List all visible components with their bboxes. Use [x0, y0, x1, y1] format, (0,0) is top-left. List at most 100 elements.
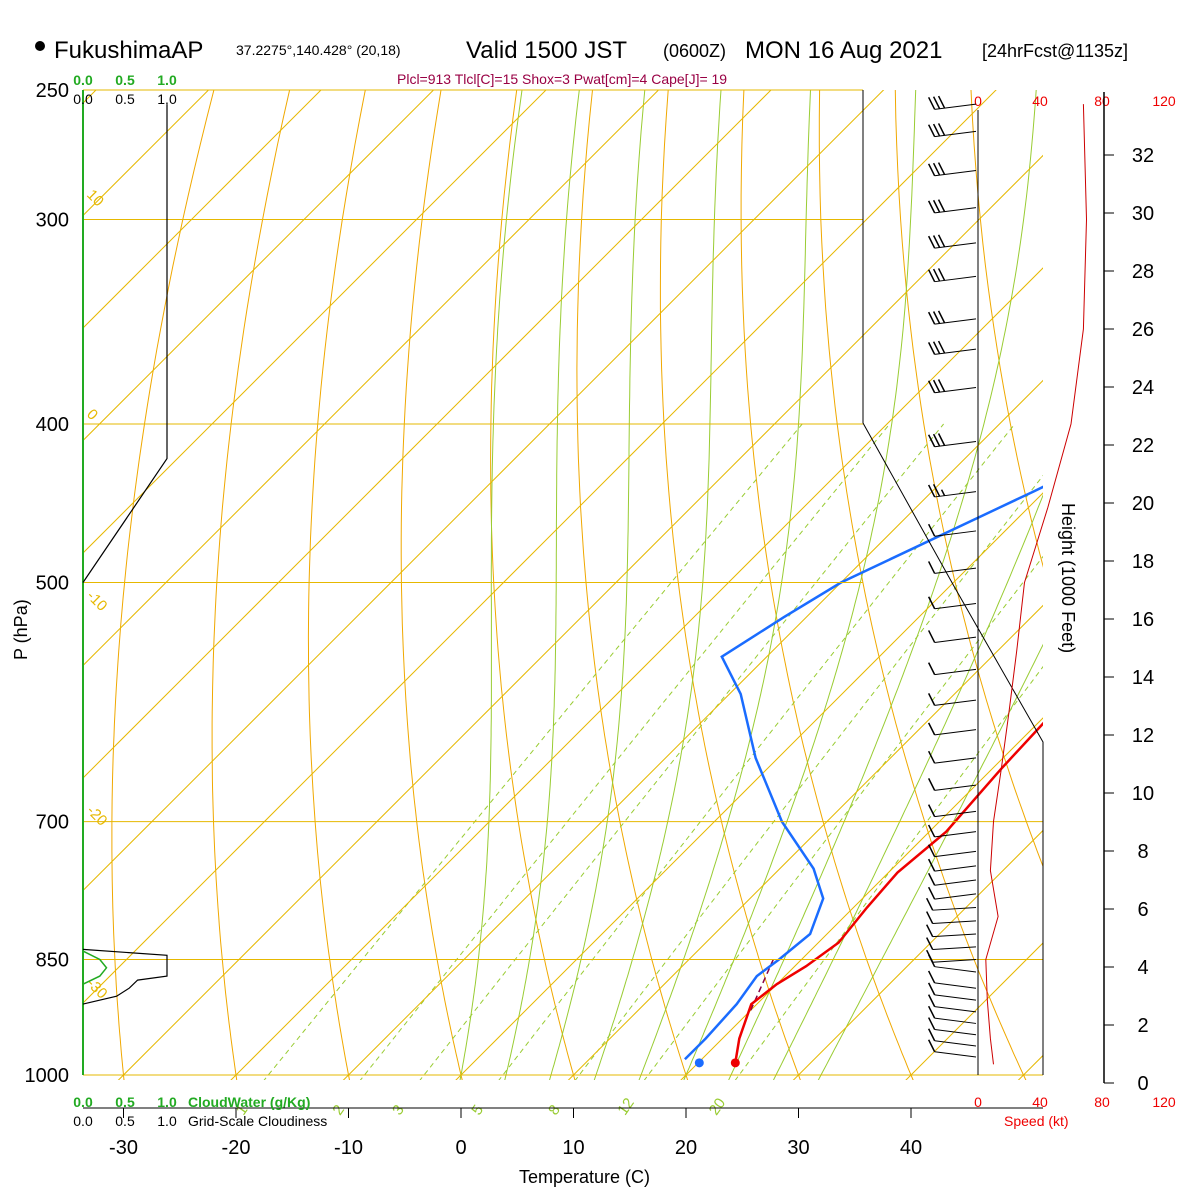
mixing-ratio-line	[359, 423, 890, 1080]
wind-barb-feather	[927, 994, 936, 1007]
surface-dewpoint-marker	[694, 1058, 704, 1068]
wind-barb-staff	[932, 959, 977, 963]
wind-barb-feather	[932, 311, 941, 324]
mixing-ratio-label: 3	[389, 1102, 408, 1119]
dry-adiabat	[1117, 31, 1200, 1110]
isotherm	[117, 154, 1043, 1080]
x-tick-label: 30	[787, 1137, 809, 1159]
wind-barb-feather	[927, 380, 936, 394]
wind-barb-feather	[937, 433, 946, 446]
wind-barb-feather	[927, 1017, 936, 1030]
dry-adiabat	[970, 90, 1043, 568]
wind-barb-staff	[934, 440, 977, 448]
height-tick-label: 6	[1137, 899, 1148, 921]
wind-barb	[927, 523, 977, 537]
wind-barb-feather	[927, 269, 936, 283]
height-tick-label: 12	[1132, 725, 1154, 747]
isotherm	[455, 492, 1043, 1080]
wind-barb	[927, 268, 977, 283]
station-dot	[35, 41, 45, 51]
temperature-line	[734, 721, 1043, 1064]
moist-adiabat	[459, 90, 523, 1080]
wind-barb-staff	[934, 530, 977, 537]
wind-barb	[927, 162, 977, 177]
wind-barb-staff	[932, 933, 977, 938]
wind-barb-feather	[932, 268, 941, 282]
wind-barb-staff	[934, 982, 977, 989]
dry-adiabat	[576, 90, 689, 1080]
x-tick-label: 20	[675, 1137, 697, 1159]
dry-adiabat	[307, 90, 366, 1080]
wind-barb-staff	[934, 879, 977, 886]
wind-barb-staff	[934, 1006, 977, 1013]
speed-tick-top: 120	[1152, 93, 1176, 109]
isotherm	[83, 90, 660, 667]
pressure-tick-label: 500	[36, 573, 69, 595]
cloudiness-upper-profile	[82, 104, 168, 583]
wind-barb	[927, 95, 977, 110]
wind-barb-staff	[934, 1051, 977, 1058]
wind-barb-feather	[937, 199, 946, 212]
wind-barb	[927, 804, 977, 818]
moist-adiabat	[549, 90, 646, 1080]
speed-tick-top: 0	[974, 93, 982, 109]
wind-barb-feather	[927, 1005, 936, 1019]
wind-barb-staff	[934, 831, 977, 838]
wind-barb	[927, 234, 977, 249]
wind-barb-feather	[927, 1039, 936, 1053]
wind-barb	[927, 858, 977, 872]
pressure-tick-label: 300	[36, 210, 69, 232]
cloudiness-tick-top: 1.0	[157, 91, 177, 107]
isotherm	[567, 604, 1043, 1080]
height-tick-label: 30	[1132, 203, 1154, 225]
mixing-ratio-label: 12	[614, 1095, 637, 1118]
height-tick-label: 26	[1132, 319, 1154, 341]
pressure-tick-label: 850	[36, 950, 69, 972]
wind-barb	[927, 1005, 977, 1024]
wind-barb	[927, 886, 977, 900]
wind-barb-feather	[927, 434, 936, 448]
cloudwater-profile	[82, 950, 108, 985]
wind-barb-feather	[927, 886, 936, 900]
axes: 123581220100-10-20-300102030250300400500…	[25, 72, 1044, 1159]
height-tick-label: 28	[1132, 261, 1154, 283]
wind-barb-feather	[932, 341, 941, 355]
wind-barb-feather	[937, 310, 946, 324]
moist-adiabat	[593, 90, 722, 1080]
wind-barb-feather	[932, 199, 941, 213]
wind-barb	[927, 994, 977, 1013]
dry-adiabat	[818, 90, 1027, 1080]
wind-barb-staff	[934, 242, 977, 249]
wind-barb-feather	[937, 162, 946, 175]
wind-speed-profile	[985, 104, 1088, 1065]
wind-barb	[927, 693, 977, 706]
cloudwater-tick-bottom: 1.0	[157, 1094, 177, 1110]
wind-barb-feather	[927, 630, 936, 643]
plot-area	[83, 31, 1200, 1110]
wind-barb-staff	[934, 850, 977, 858]
wind-barb	[925, 937, 977, 951]
height-tick-label: 16	[1132, 609, 1154, 631]
wind-barb-feather	[937, 340, 946, 354]
mixing-ratio-label: 2	[329, 1102, 348, 1119]
wind-barb-feather	[927, 97, 936, 110]
dry-adiabat	[740, 90, 914, 1080]
moist-adiabat	[683, 90, 917, 1080]
moist-adiabat	[817, 643, 1043, 1080]
wind-barb	[927, 750, 977, 764]
speed-tick-top: 80	[1094, 93, 1110, 109]
isotherm	[83, 90, 772, 779]
wind-barb-staff	[934, 318, 977, 325]
wind-barb-staff	[934, 865, 977, 872]
wind-barb	[927, 561, 977, 574]
speed-tick-top: 40	[1032, 93, 1048, 109]
wind-barb-staff	[934, 668, 977, 676]
wind-barb	[927, 844, 977, 858]
wind-barb-staff	[934, 893, 977, 900]
x-tick-label: -30	[109, 1137, 138, 1159]
wind-barb-staff	[934, 810, 977, 818]
isotherm	[83, 90, 547, 554]
mixing-ratio-line	[498, 423, 1016, 1080]
valid-time: Valid 1500 JST	[466, 37, 627, 64]
